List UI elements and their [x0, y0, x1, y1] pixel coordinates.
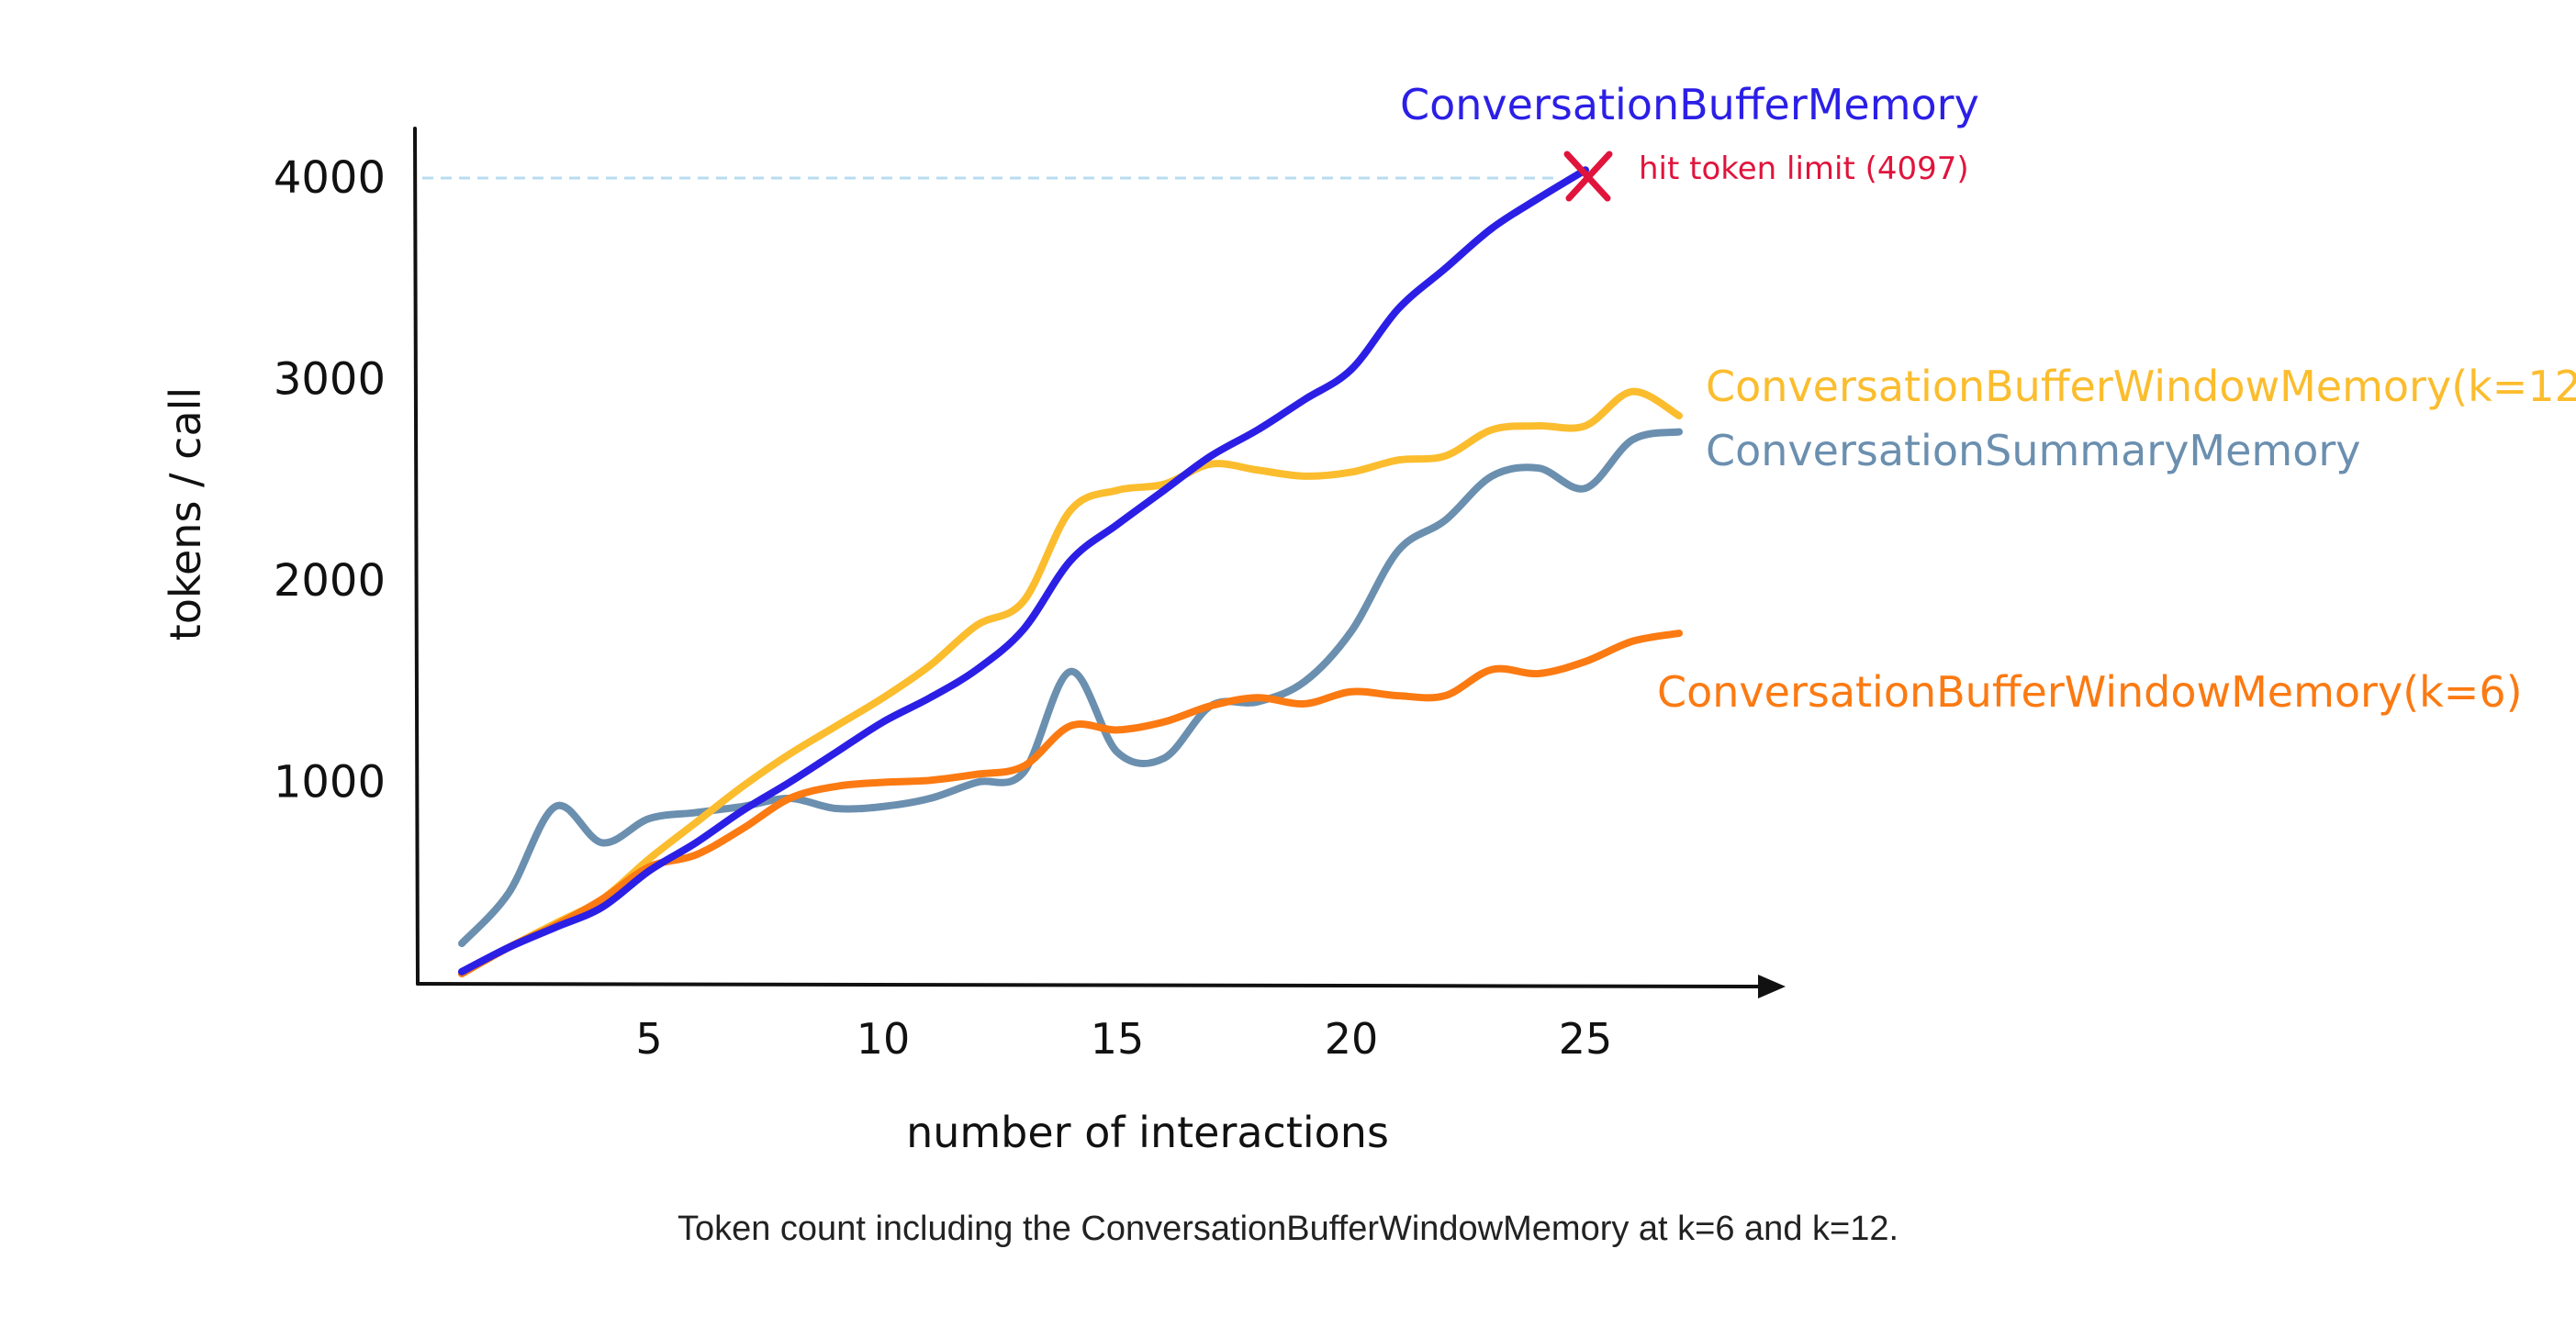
- x-axis-arrowhead: [1758, 975, 1786, 998]
- series-line-3: [458, 630, 1683, 978]
- series-line-2: [458, 428, 1683, 948]
- x-tick-label-20: 20: [1325, 1014, 1379, 1064]
- limit-annotation-text: hit token limit (4097): [1639, 151, 1969, 187]
- series-label-3: ConversationBufferWindowMemory(k=6): [1657, 667, 2523, 717]
- token-limit-annotation: hit token limit (4097): [1563, 151, 1969, 202]
- y-tick-label-3000: 3000: [274, 354, 386, 406]
- figure-caption: Token count including the ConversationBu…: [677, 1210, 1899, 1248]
- limit-cross-mark-b: [1565, 151, 1613, 202]
- series-labels: ConversationBufferMemory ConversationBuff…: [1400, 80, 2576, 717]
- x-axis: [416, 982, 1769, 988]
- y-tick-label-1000: 1000: [274, 757, 386, 808]
- y-axis: [413, 127, 420, 986]
- series-line-1: [458, 387, 1683, 978]
- x-axis-label: number of interactions: [906, 1108, 1389, 1157]
- series-label-1: ConversationBufferWindowMemory(k=12): [1706, 362, 2576, 411]
- y-tick-labels: 1000 2000 3000 4000: [274, 152, 386, 808]
- series-label-0: ConversationBufferMemory: [1400, 80, 1979, 129]
- x-tick-label-15: 15: [1091, 1014, 1145, 1064]
- series-label-2: ConversationSummaryMemory: [1706, 426, 2361, 475]
- x-tick-label-5: 5: [635, 1014, 662, 1064]
- x-tick-label-10: 10: [857, 1014, 911, 1064]
- y-tick-label-4000: 4000: [274, 152, 386, 204]
- series-lines: [458, 166, 1683, 978]
- x-tick-labels: 5 10 15 20 25: [635, 1014, 1612, 1064]
- y-tick-label-2000: 2000: [274, 555, 386, 607]
- y-axis-label: tokens / call: [161, 387, 210, 641]
- x-tick-label-25: 25: [1559, 1014, 1613, 1064]
- series-line-0: [458, 166, 1589, 976]
